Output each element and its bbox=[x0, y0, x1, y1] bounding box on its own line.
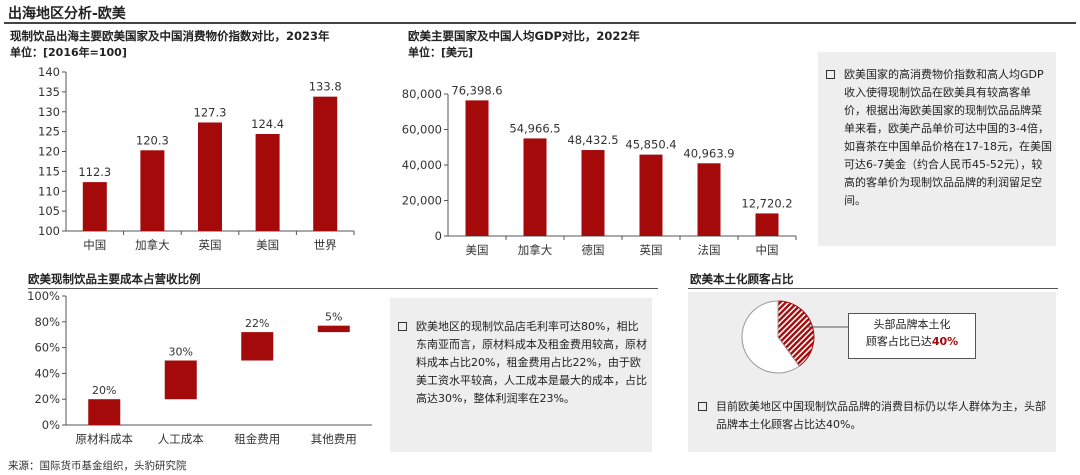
bullet-icon bbox=[398, 322, 407, 331]
bar bbox=[697, 163, 721, 236]
bar bbox=[82, 182, 107, 231]
pie-callout-value: 40% bbox=[931, 335, 959, 348]
y-tick-label: 125 bbox=[38, 125, 60, 139]
bar bbox=[140, 150, 165, 231]
note-text-middle: 欧美地区的现制饮品店毛利率可达80%，相比东南亚而言，原材料成本及租金费用较高，… bbox=[416, 320, 647, 405]
cpi-bar-chart: 100 105 110 115 120 125 130 135 140 112.3 中国 120.3 加… bbox=[38, 65, 355, 252]
x-tick-label: 租金费用 bbox=[234, 432, 280, 446]
x-tick-label: 加拿大 bbox=[518, 243, 553, 257]
pie-callout-line2: 顾客占比已达 bbox=[865, 335, 932, 348]
x-tick-label: 德国 bbox=[582, 243, 605, 257]
cpi-chart-title: 现制饮品出海主要欧美国家及中国消费物价指数对比，2023年 bbox=[10, 29, 330, 43]
bar bbox=[523, 138, 547, 236]
bullet-icon bbox=[698, 402, 707, 411]
data-label: 124.4 bbox=[251, 117, 284, 131]
x-tick-label: 中国 bbox=[83, 238, 106, 252]
cost-chart-title: 欧美现制饮品主要成本占营收比例 bbox=[28, 272, 201, 286]
bar bbox=[88, 399, 121, 425]
data-label: 76,398.6 bbox=[451, 83, 502, 97]
x-tick-label: 英国 bbox=[199, 238, 222, 252]
y-tick-label: 110 bbox=[38, 184, 60, 198]
y-tick-label: 60% bbox=[34, 341, 60, 355]
bar bbox=[255, 134, 280, 231]
data-label: 45,850.4 bbox=[625, 138, 676, 152]
data-label: 30% bbox=[169, 346, 193, 359]
x-tick-label: 加拿大 bbox=[135, 238, 170, 252]
x-tick-label: 中国 bbox=[756, 243, 779, 257]
data-label: 120.3 bbox=[136, 133, 169, 147]
bar bbox=[317, 325, 350, 333]
y-tick-label: 140 bbox=[38, 65, 60, 79]
x-tick-label: 原材料成本 bbox=[76, 432, 134, 446]
note-text-top: 欧美国家的高消费物价指数和高人均GDP收入使得现制饮品在欧美具有较高客单价，根据… bbox=[844, 68, 1052, 207]
local-chart-title: 欧美本土化顾客占比 bbox=[690, 272, 794, 286]
data-label: 20% bbox=[92, 384, 116, 397]
x-tick-label: 世界 bbox=[314, 238, 337, 252]
local-pie-chart bbox=[741, 300, 815, 374]
note-box-middle: 欧美地区的现制饮品店毛利率可达80%，相比东南亚而言，原材料成本及租金费用较高，… bbox=[390, 298, 652, 452]
x-tick-label: 美国 bbox=[256, 238, 279, 252]
data-label: 127.3 bbox=[194, 105, 227, 119]
y-tick-label: 135 bbox=[38, 85, 60, 99]
y-tick-label: 130 bbox=[38, 105, 60, 119]
y-tick-label: 0 bbox=[435, 229, 442, 243]
y-tick-label: 80,000 bbox=[402, 87, 442, 101]
pie-slice bbox=[777, 300, 815, 367]
pie-slice bbox=[741, 300, 800, 374]
bar bbox=[164, 360, 197, 400]
gdp-bar-chart: 0 20,000 40,000 60,000 80,000 76,398.6 美国 54,96… bbox=[402, 83, 797, 257]
data-label: 40,963.9 bbox=[683, 146, 734, 160]
note-text-bottom: 目前欧美地区中国现制饮品品牌的消费目标仍以华人群体为主，头部品牌本土化顾客占比达… bbox=[716, 400, 1046, 431]
y-tick-label: 40% bbox=[34, 366, 60, 380]
y-tick-label: 105 bbox=[38, 204, 60, 218]
y-tick-label: 20,000 bbox=[402, 194, 442, 208]
bar bbox=[755, 213, 779, 236]
bar bbox=[241, 332, 274, 361]
cpi-chart-unit: 单位：[2016年=100] bbox=[10, 46, 127, 59]
bar bbox=[465, 100, 489, 236]
y-tick-label: 0% bbox=[42, 418, 60, 432]
cost-section-divider bbox=[28, 288, 658, 289]
gdp-chart-unit: 单位：[美元] bbox=[408, 46, 474, 59]
cost-waterfall-chart: 0% 20% 40% 60% 80% 100% 20% 原材料成本 30% 人工成本 22% 租金费用… bbox=[27, 289, 372, 446]
y-tick-label: 80% bbox=[34, 315, 60, 329]
source-note: 来源：国际货币基金组织，头豹研究院 bbox=[8, 460, 187, 472]
x-tick-label: 英国 bbox=[640, 243, 663, 257]
bar bbox=[581, 150, 605, 236]
y-tick-label: 60,000 bbox=[402, 123, 442, 137]
bar bbox=[198, 122, 222, 231]
x-tick-label: 法国 bbox=[698, 243, 721, 257]
local-section-divider bbox=[688, 288, 1058, 289]
x-tick-label: 美国 bbox=[466, 243, 489, 257]
data-label: 48,432.5 bbox=[567, 133, 618, 147]
y-tick-label: 40,000 bbox=[402, 158, 442, 172]
bar bbox=[639, 154, 663, 236]
title-divider bbox=[4, 22, 1076, 24]
y-tick-label: 120 bbox=[38, 145, 60, 159]
data-label: 133.8 bbox=[309, 80, 342, 94]
pie-callout-box: 头部品牌本土化 顾客占比已达40% bbox=[848, 313, 976, 359]
data-label: 12,720.2 bbox=[741, 196, 792, 210]
data-label: 5% bbox=[325, 311, 342, 324]
y-tick-label: 100% bbox=[27, 289, 60, 303]
y-tick-label: 100 bbox=[38, 224, 60, 238]
page-title: 出海地区分析-欧美 bbox=[8, 6, 126, 22]
data-label: 112.3 bbox=[78, 165, 111, 179]
x-tick-label: 其他费用 bbox=[311, 432, 357, 446]
data-label: 54,966.5 bbox=[509, 121, 560, 135]
x-tick-label: 人工成本 bbox=[158, 432, 204, 446]
y-tick-label: 115 bbox=[38, 164, 60, 178]
note-box-top: 欧美国家的高消费物价指数和高人均GDP收入使得现制饮品在欧美具有较高客单价，根据… bbox=[818, 52, 1056, 246]
data-label: 22% bbox=[245, 317, 269, 330]
pie-callout-leader bbox=[808, 326, 848, 328]
bullet-icon bbox=[826, 70, 835, 79]
pie-callout-line1: 头部品牌本土化 bbox=[873, 318, 951, 331]
gdp-chart-title: 欧美主要国家及中国人均GDP对比，2022年 bbox=[408, 29, 640, 43]
bar bbox=[313, 96, 338, 231]
y-tick-label: 20% bbox=[34, 392, 60, 406]
